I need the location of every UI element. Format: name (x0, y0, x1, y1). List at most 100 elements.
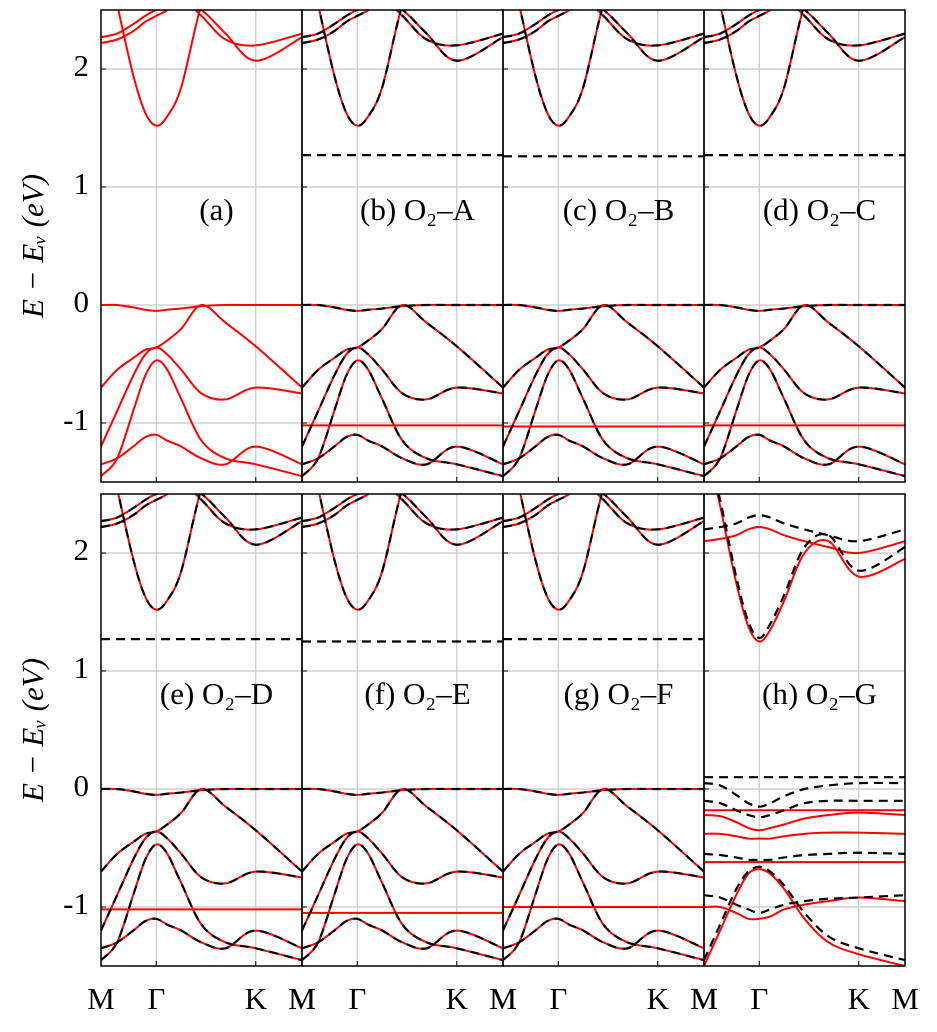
panel: M Γ K M(h) O₂–G (690, 493, 919, 1016)
band-line (302, 787, 503, 873)
band-line (717, 494, 905, 640)
band-line (503, 843, 704, 962)
band-line (519, 10, 603, 127)
y-axis-label: E − Eᵥ (eV) (15, 174, 50, 319)
panel-label: (f) O₂–E (364, 676, 470, 711)
x-tick-label: Γ (750, 981, 768, 1016)
band-line (519, 494, 603, 611)
band-line (101, 303, 302, 389)
band-line (704, 894, 905, 915)
band-line (503, 917, 704, 950)
band-line (101, 787, 302, 873)
panel-label: (e) O₂–D (160, 676, 273, 711)
band-line (704, 799, 905, 819)
band-line (101, 303, 302, 312)
band-line (101, 917, 302, 950)
band-line (302, 494, 503, 531)
band-line (704, 831, 905, 840)
x-tick-label: M (288, 981, 316, 1016)
band-line (302, 830, 503, 932)
x-tick-label: M (87, 981, 115, 1016)
panel-label: (b) O₂–A (360, 192, 476, 227)
y-tick-label: 0 (74, 284, 90, 319)
plot-area (503, 10, 704, 478)
band-line (117, 494, 201, 611)
band-line (302, 787, 503, 873)
band-line (704, 433, 905, 466)
band-line (503, 346, 704, 448)
plot-area (503, 494, 704, 962)
panel-label: (g) O₂–F (564, 676, 674, 711)
band-line (101, 10, 302, 47)
band-line (503, 303, 704, 313)
x-tick-label: M (690, 981, 718, 1016)
panel: M Γ K M(f) O₂–E (288, 493, 517, 1016)
band-line (302, 10, 503, 62)
band-line (704, 868, 905, 966)
band-line (704, 896, 905, 921)
band-line (704, 303, 905, 313)
panel-label: (a) (199, 192, 233, 227)
y-tick-label: 1 (74, 650, 90, 685)
panel-frame (100, 493, 303, 967)
x-tick-label: K (245, 981, 268, 1016)
band-line (101, 830, 302, 932)
band-line (302, 433, 503, 466)
band-line (302, 303, 503, 389)
y-tick-label: 0 (74, 768, 90, 803)
panel-frame (301, 9, 504, 483)
panel-label: (h) O₂–G (762, 676, 877, 711)
band-line (503, 433, 704, 466)
panel-frame (502, 9, 705, 483)
panel-frame (703, 493, 906, 967)
band-line (503, 494, 704, 531)
panel: (b) O₂–A (301, 9, 504, 483)
band-line (117, 494, 201, 611)
band-line (302, 917, 503, 950)
band-line (503, 787, 704, 873)
band-line (704, 526, 905, 555)
band-line (503, 303, 704, 389)
band-line (704, 346, 905, 448)
band-line (503, 10, 704, 47)
band-line (101, 433, 302, 466)
band-line (704, 811, 905, 832)
band-line (101, 346, 302, 448)
x-tick-label: M (288, 981, 316, 1016)
y-tick-label: -1 (63, 402, 89, 437)
y-tick-label: 2 (74, 532, 90, 567)
y-tick-label: 1 (74, 166, 90, 201)
panel-frame (100, 9, 303, 483)
band-line (704, 865, 905, 962)
plot-area (302, 494, 503, 962)
band-line (503, 787, 704, 873)
band-line (704, 10, 905, 47)
band-line (302, 346, 503, 448)
band-line (302, 843, 503, 962)
band-line (302, 303, 503, 389)
band-line (302, 10, 503, 47)
band-line (503, 346, 704, 448)
band-line (519, 494, 603, 611)
plot-area (704, 494, 905, 966)
x-tick-label: K (446, 981, 469, 1016)
plot-area (101, 494, 302, 962)
band-line (704, 359, 905, 478)
y-tick-label: -1 (63, 886, 89, 921)
panel-frame (502, 493, 705, 967)
y-axis-label: E − Eᵥ (eV) (15, 658, 50, 803)
band-line (704, 346, 905, 448)
panel-label: (c) O₂–B (563, 192, 675, 227)
band-line (318, 494, 402, 611)
band-line (503, 494, 704, 531)
band-line (302, 494, 503, 531)
band-line (704, 514, 905, 543)
band-line (302, 787, 503, 797)
band-line (318, 10, 402, 127)
plot-area (302, 10, 503, 478)
band-line (704, 781, 905, 808)
band-line (101, 787, 302, 797)
band-line (716, 494, 905, 643)
